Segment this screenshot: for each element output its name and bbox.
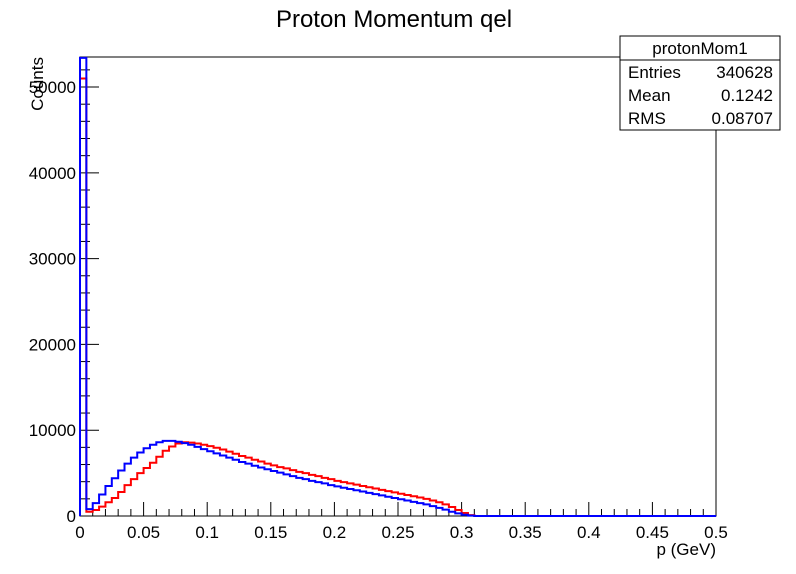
- axis-ticks: 0 0.05 0.1 0.15 0.2 0.25 0.3 0.35 0.4 0.45 0.5 0 100…: [29, 69, 728, 542]
- stats-rms-label: RMS: [628, 109, 666, 128]
- x-tick-label: 0.25: [381, 523, 414, 542]
- y-tick-label: 40000: [29, 164, 76, 183]
- x-tick-label: 0.45: [636, 523, 669, 542]
- stats-box: protonMom1 Entries 340628 Mean 0.1242 RM…: [619, 35, 781, 131]
- y-tick-label: 50000: [29, 78, 76, 97]
- series-layer: [79, 56, 716, 517]
- x-tick-label: 0: [75, 523, 84, 542]
- stats-mean-label: Mean: [628, 86, 671, 105]
- y-tick-label: 20000: [29, 335, 76, 354]
- x-tick-label: 0.15: [254, 523, 287, 542]
- stats-mean-value: 0.1242: [721, 86, 773, 105]
- stats-entries-value: 340628: [716, 63, 773, 82]
- x-tick-label: 0.1: [195, 523, 219, 542]
- stats-box-name: protonMom1: [652, 39, 747, 58]
- stats-rms-value: 0.08707: [712, 109, 773, 128]
- y-axis-label: Counts: [28, 57, 47, 111]
- y-tick-label: 10000: [29, 421, 76, 440]
- y-tick-label: 0: [67, 507, 76, 526]
- x-tick-label: 0.2: [323, 523, 347, 542]
- x-tick-label: 0.4: [577, 523, 601, 542]
- histogram-series-1: [79, 77, 716, 517]
- chart-title: Proton Momentum qel: [276, 6, 512, 33]
- stats-box-frame: [619, 35, 781, 131]
- y-tick-label: 30000: [29, 250, 76, 269]
- histogram-series-2: [79, 56, 716, 517]
- x-tick-label: 0.3: [450, 523, 474, 542]
- x-tick-label: 0.35: [509, 523, 542, 542]
- x-axis-label: p (GeV): [656, 540, 716, 559]
- stats-entries-label: Entries: [628, 63, 681, 82]
- x-tick-label: 0.05: [127, 523, 160, 542]
- x-tick-label: 0.5: [704, 523, 728, 542]
